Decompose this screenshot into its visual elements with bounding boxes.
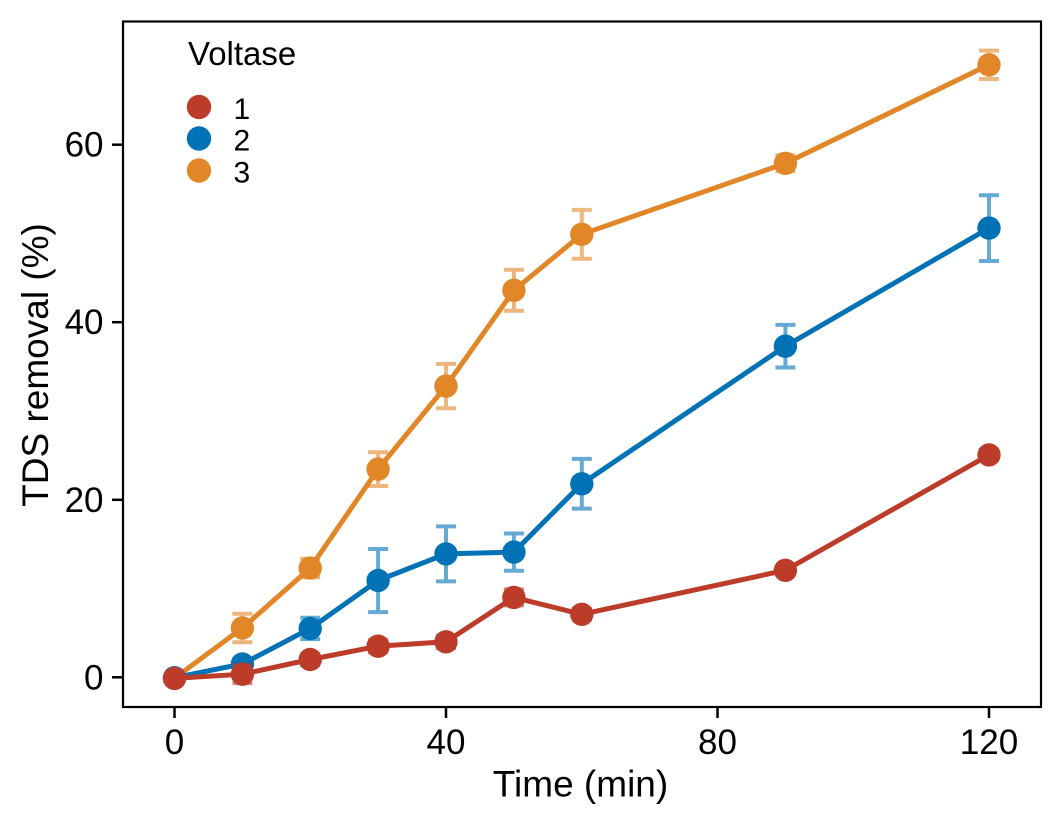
svg-text:60: 60	[65, 126, 104, 165]
svg-text:Time (min): Time (min)	[493, 763, 668, 804]
svg-text:1: 1	[234, 93, 251, 126]
svg-text:80: 80	[698, 723, 737, 762]
svg-text:TDS removal (%): TDS removal (%)	[15, 223, 56, 507]
svg-text:2: 2	[234, 124, 251, 157]
svg-text:3: 3	[234, 156, 251, 189]
svg-text:20: 20	[65, 481, 104, 520]
svg-text:0: 0	[84, 658, 103, 697]
svg-text:40: 40	[427, 723, 466, 762]
svg-text:120: 120	[960, 723, 1018, 762]
svg-text:0: 0	[165, 723, 184, 762]
svg-text:Voltase: Voltase	[188, 35, 296, 72]
svg-text:40: 40	[65, 303, 104, 342]
